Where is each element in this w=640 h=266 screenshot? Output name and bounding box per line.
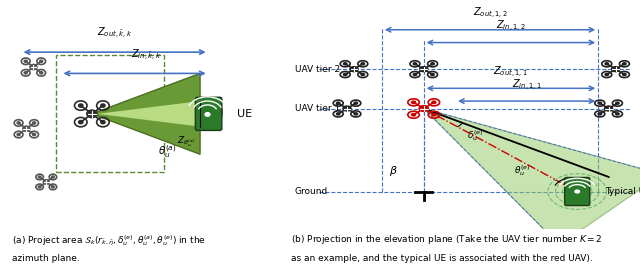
- Circle shape: [343, 106, 351, 111]
- Text: $Z_{in,1,2}$: $Z_{in,1,2}$: [496, 19, 526, 34]
- Circle shape: [337, 102, 340, 104]
- Text: $Z_{out,\bar{k},k}$: $Z_{out,\bar{k},k}$: [97, 26, 132, 41]
- Circle shape: [354, 102, 358, 104]
- Polygon shape: [97, 101, 200, 127]
- Text: Typical UE: Typical UE: [605, 187, 640, 196]
- Text: as an example, and the typical UE is associated with the red UAV).: as an example, and the typical UE is ass…: [291, 254, 593, 263]
- Circle shape: [100, 120, 105, 124]
- Circle shape: [605, 73, 609, 76]
- Circle shape: [611, 67, 620, 72]
- Text: azimuth plane.: azimuth plane.: [12, 254, 80, 263]
- Circle shape: [605, 63, 609, 65]
- Polygon shape: [424, 109, 640, 245]
- Circle shape: [575, 190, 579, 193]
- Text: $Z_{in,1,1}$: $Z_{in,1,1}$: [511, 77, 541, 93]
- Circle shape: [17, 122, 20, 124]
- Text: UAV tier 2: UAV tier 2: [294, 65, 340, 74]
- Text: $\delta_u^{(e)}$: $\delta_u^{(e)}$: [467, 128, 484, 143]
- Circle shape: [361, 73, 365, 76]
- Circle shape: [40, 60, 43, 63]
- Circle shape: [86, 110, 97, 118]
- Circle shape: [413, 73, 417, 76]
- Circle shape: [361, 63, 365, 65]
- Polygon shape: [92, 73, 200, 154]
- Circle shape: [350, 67, 358, 72]
- Text: $Z_{out,1,2}$: $Z_{out,1,2}$: [472, 6, 508, 21]
- Text: UAV tier 1: UAV tier 1: [294, 104, 340, 113]
- Circle shape: [413, 63, 417, 65]
- Circle shape: [23, 126, 30, 131]
- Circle shape: [616, 102, 619, 104]
- Text: $\theta_u^{(e)}$: $\theta_u^{(e)}$: [515, 163, 531, 178]
- Circle shape: [52, 186, 54, 188]
- FancyBboxPatch shape: [195, 97, 222, 130]
- Circle shape: [623, 73, 626, 76]
- Circle shape: [344, 73, 347, 76]
- Bar: [56, 55, 164, 172]
- Text: UE: UE: [237, 109, 252, 119]
- Circle shape: [33, 122, 36, 124]
- Circle shape: [79, 120, 83, 124]
- Text: $\beta$: $\beta$: [389, 164, 397, 178]
- Circle shape: [412, 114, 415, 116]
- Circle shape: [79, 104, 83, 107]
- Circle shape: [419, 106, 428, 111]
- Circle shape: [205, 113, 210, 116]
- Text: (b) Projection in the elevation plane (Take the UAV tier number $K=2$: (b) Projection in the elevation plane (T…: [291, 233, 603, 246]
- Text: $Z_{out,1,1}$: $Z_{out,1,1}$: [493, 65, 529, 80]
- Circle shape: [431, 73, 435, 76]
- Circle shape: [412, 101, 415, 103]
- Circle shape: [432, 114, 436, 116]
- Text: (a) Project area $\mathcal{S}_k(r_{\bar{k},\bar{\eta}}, \delta_u^{(e)}, \theta_u: (a) Project area $\mathcal{S}_k(r_{\bar{…: [12, 233, 206, 248]
- Circle shape: [623, 63, 626, 65]
- Circle shape: [432, 101, 436, 103]
- Circle shape: [40, 72, 43, 74]
- Circle shape: [38, 186, 41, 188]
- Circle shape: [38, 176, 41, 178]
- Text: $Z_{in,\bar{k},k}$: $Z_{in,\bar{k},k}$: [131, 48, 161, 63]
- Circle shape: [30, 64, 37, 70]
- Circle shape: [598, 102, 602, 104]
- Text: $\theta_u^{(a)}$: $\theta_u^{(a)}$: [158, 144, 177, 160]
- FancyBboxPatch shape: [564, 177, 590, 206]
- Circle shape: [337, 113, 340, 115]
- Circle shape: [354, 113, 358, 115]
- Text: Ground: Ground: [294, 187, 328, 196]
- Circle shape: [43, 180, 49, 184]
- Circle shape: [598, 113, 602, 115]
- Circle shape: [605, 106, 612, 111]
- Circle shape: [431, 63, 435, 65]
- Circle shape: [52, 176, 54, 178]
- Circle shape: [24, 60, 28, 63]
- Text: $Z_{\theta_u^{(a)}}$: $Z_{\theta_u^{(a)}}$: [177, 135, 195, 149]
- Circle shape: [616, 113, 619, 115]
- Circle shape: [100, 104, 105, 107]
- Circle shape: [24, 72, 28, 74]
- Circle shape: [420, 67, 428, 72]
- Circle shape: [344, 63, 347, 65]
- Circle shape: [33, 133, 36, 136]
- Circle shape: [17, 133, 20, 136]
